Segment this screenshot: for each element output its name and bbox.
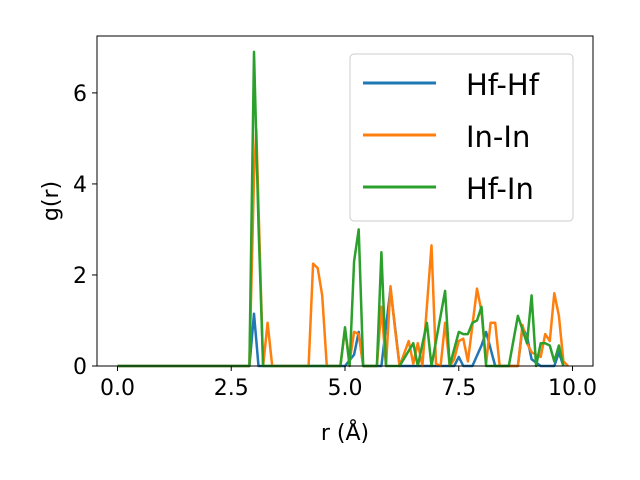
x-axis-label: r (Å) [321,419,369,446]
y-tick-label: 4 [73,173,87,198]
y-tick-label: 6 [73,82,87,107]
x-axis: 0.0 2.5 5.0 7.5 10.0 [100,366,597,401]
y-tick-label: 2 [73,264,87,289]
x-tick-label: 0.0 [100,376,135,401]
legend-label-in-in: In-In [466,120,530,154]
x-tick-label: 7.5 [441,376,476,401]
y-axis-label: g(r) [39,181,64,221]
y-tick-label: 0 [73,355,87,380]
x-tick-label: 5.0 [328,376,363,401]
legend-box [349,53,574,222]
legend-label-hf-in: Hf-In [466,172,534,206]
x-tick-label: 2.5 [214,376,249,401]
x-tick-label: 10.0 [548,376,597,401]
legend: Hf-Hf In-In Hf-In [349,53,574,222]
series-line-hf-hf [117,287,565,368]
legend-label-hf-hf: Hf-Hf [466,68,540,102]
series-line-hf-in [117,50,565,368]
y-axis: 0 2 4 6 [73,82,97,380]
